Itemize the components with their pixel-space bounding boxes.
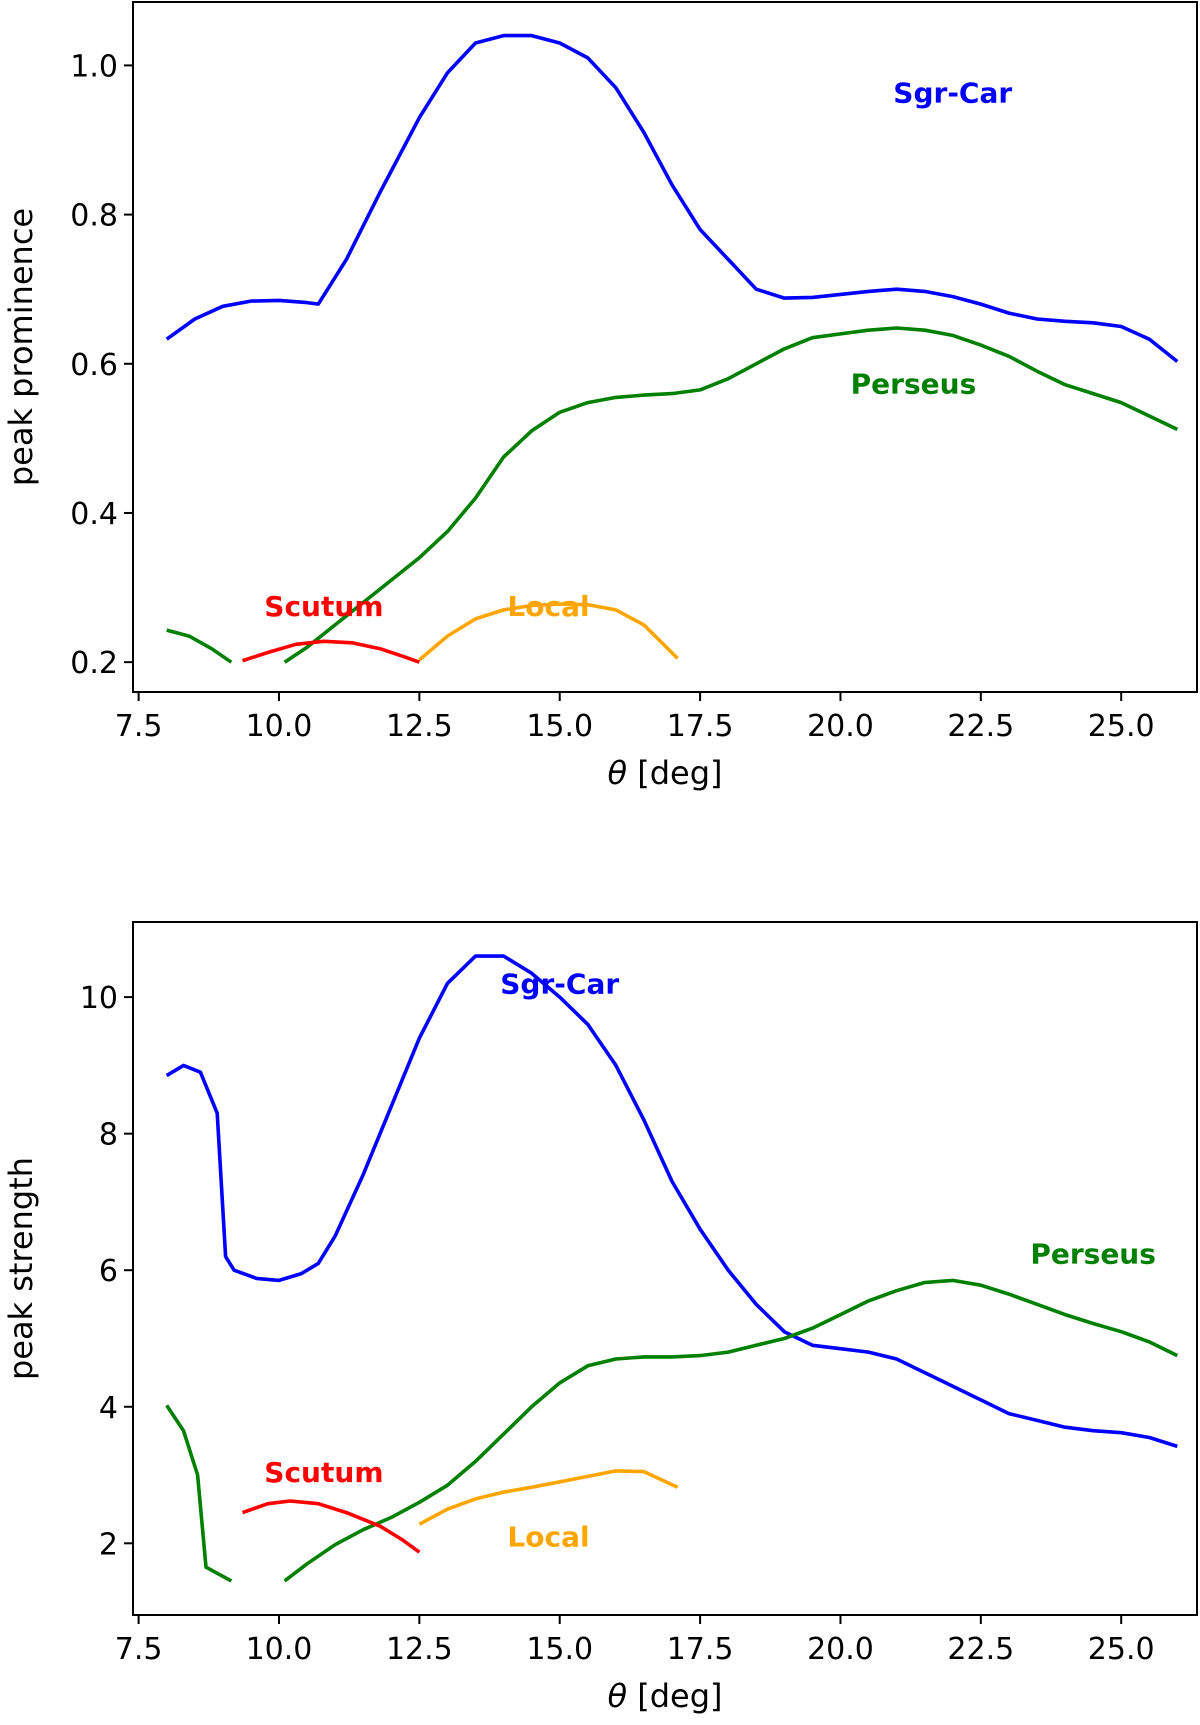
series-label-perseus: Perseus xyxy=(851,368,977,401)
y-tick-label: 0.6 xyxy=(70,348,118,383)
series-label-scutum: Scutum xyxy=(264,1456,383,1489)
x-tick-label: 15.0 xyxy=(526,1632,593,1667)
series-line-scutum xyxy=(241,1499,421,1554)
plot-frame xyxy=(132,921,1198,1616)
y-tick-label: 0.2 xyxy=(70,646,118,681)
series-label-scutum: Scutum xyxy=(264,590,383,623)
x-tick-label: 7.5 xyxy=(115,709,163,744)
y-tick-label: 0.8 xyxy=(70,199,118,234)
y-tick-label: 4 xyxy=(99,1391,118,1426)
series-label-sgr-car: Sgr-Car xyxy=(500,968,619,1001)
chart-panel-bottom: 7.5 10.0 12.5 15.0 17.5 20.0 22.5 25.0 2 4 6 8 10 θ [… xyxy=(2,921,1198,1715)
x-tick-label: 15.0 xyxy=(526,709,593,744)
x-tick-label: 22.5 xyxy=(947,709,1014,744)
series-line-perseus-early xyxy=(166,628,233,664)
series-label-local: Local xyxy=(507,590,589,623)
series-line-perseus xyxy=(283,326,1179,664)
x-tick-label: 10.0 xyxy=(246,1632,313,1667)
x-tick-label: 25.0 xyxy=(1088,1632,1155,1667)
series-line-perseus-early xyxy=(165,1404,233,1583)
x-axis-unit: [deg] xyxy=(627,754,722,792)
x-axis-label: θ [deg] xyxy=(607,1677,722,1715)
series-label-sgr-car: Sgr-Car xyxy=(893,77,1012,110)
x-tick-label: 7.5 xyxy=(115,1632,163,1667)
chart-panel-top: 7.5 10.0 12.5 15.0 17.5 20.0 22.5 25.0 0.2 0.4 0.6… xyxy=(2,1,1198,792)
y-tick-label: 0.4 xyxy=(70,497,118,532)
y-tick-label: 6 xyxy=(99,1254,118,1289)
x-tick-label: 10.0 xyxy=(246,709,313,744)
series-line-local xyxy=(418,602,679,662)
series-line-sgr-car xyxy=(165,954,1178,1449)
x-tick-label: 17.5 xyxy=(667,709,734,744)
series-label-perseus: Perseus xyxy=(1030,1237,1156,1270)
x-axis-unit: [deg] xyxy=(627,1677,722,1715)
plot-frame xyxy=(132,1,1198,693)
series-line-local xyxy=(418,1469,679,1526)
y-axis-label: peak prominence xyxy=(2,208,40,486)
y-tick-label: 2 xyxy=(99,1527,118,1562)
x-tick-label: 20.0 xyxy=(807,1632,874,1667)
x-tick-label: 17.5 xyxy=(667,1632,734,1667)
series-line-sgr-car xyxy=(165,33,1179,363)
x-tick-label: 12.5 xyxy=(386,709,453,744)
y-tick-label: 1.0 xyxy=(70,49,118,84)
x-tick-label: 20.0 xyxy=(807,709,874,744)
series-line-scutum xyxy=(241,639,421,664)
x-axis-label: θ [deg] xyxy=(607,754,722,792)
y-axis-label: peak strength xyxy=(2,1157,40,1380)
series-line-perseus xyxy=(283,1278,1179,1583)
y-tick-label: 8 xyxy=(99,1118,118,1153)
series-label-local: Local xyxy=(507,1521,589,1554)
x-tick-label: 12.5 xyxy=(386,1632,453,1667)
y-tick-label: 10 xyxy=(80,981,118,1016)
x-axis-symbol: θ xyxy=(607,754,627,792)
x-tick-label: 22.5 xyxy=(947,1632,1014,1667)
x-tick-label: 25.0 xyxy=(1088,709,1155,744)
x-axis-symbol: θ xyxy=(607,1677,627,1715)
